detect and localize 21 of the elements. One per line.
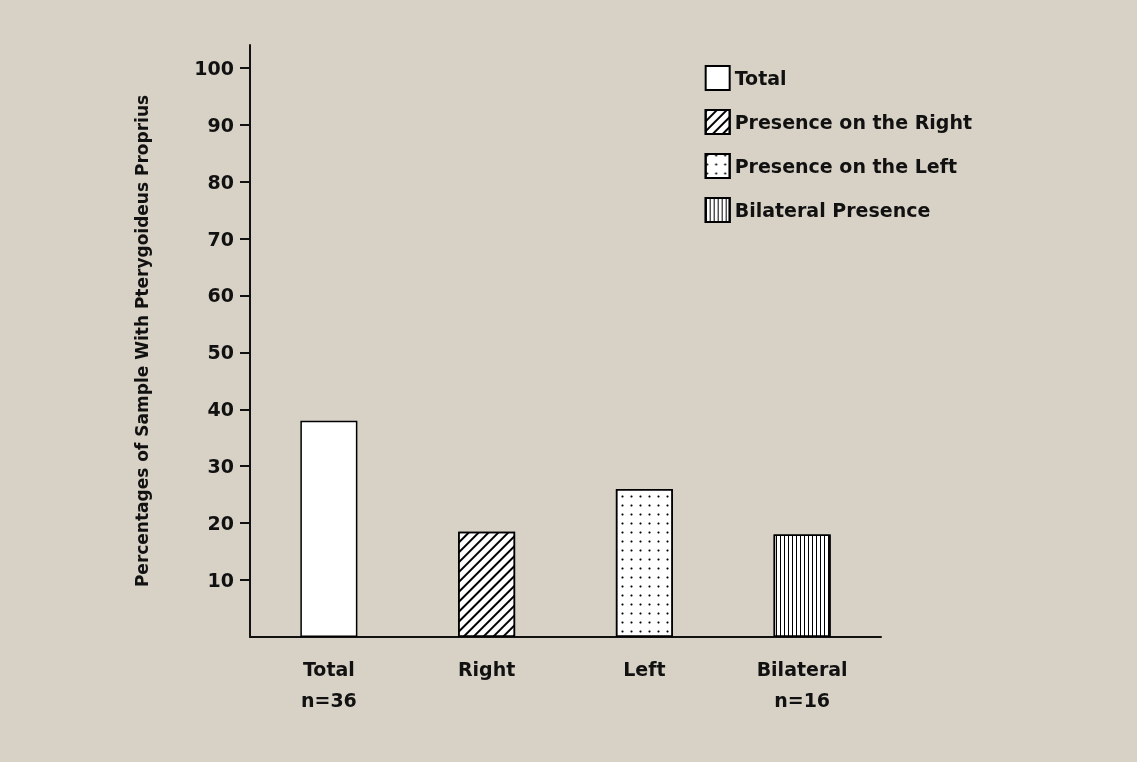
y-tick-label: 100 <box>194 56 234 79</box>
text: n=36 <box>300 689 357 711</box>
x-tick-label: Bilateral <box>756 657 848 680</box>
legend-label: Presence on the Right <box>734 111 972 133</box>
y-tick-label: 70 <box>207 227 234 250</box>
y-tick-label: 20 <box>207 512 234 535</box>
text: n=16 <box>774 689 831 711</box>
y-axis-title: Percentages of Sample With Pterygoideus Proprius <box>131 94 152 588</box>
y-tick-label: 60 <box>207 284 234 307</box>
y-tick-label: 30 <box>207 455 234 478</box>
y-tick-label: 10 <box>207 569 234 592</box>
legend-label: Total <box>734 67 787 89</box>
y-tick-label: 90 <box>207 113 234 136</box>
x-tick-label: Right <box>457 657 516 680</box>
x-tick-label: Total <box>302 657 355 680</box>
legend-label: Bilateral Presence <box>734 199 931 221</box>
legend-label: Presence on the Left <box>734 155 957 177</box>
x-tick-label: Left <box>623 657 666 680</box>
y-tick-label: 80 <box>207 170 234 193</box>
y-tick-label: 40 <box>207 398 234 421</box>
y-tick-label: 50 <box>207 341 234 364</box>
